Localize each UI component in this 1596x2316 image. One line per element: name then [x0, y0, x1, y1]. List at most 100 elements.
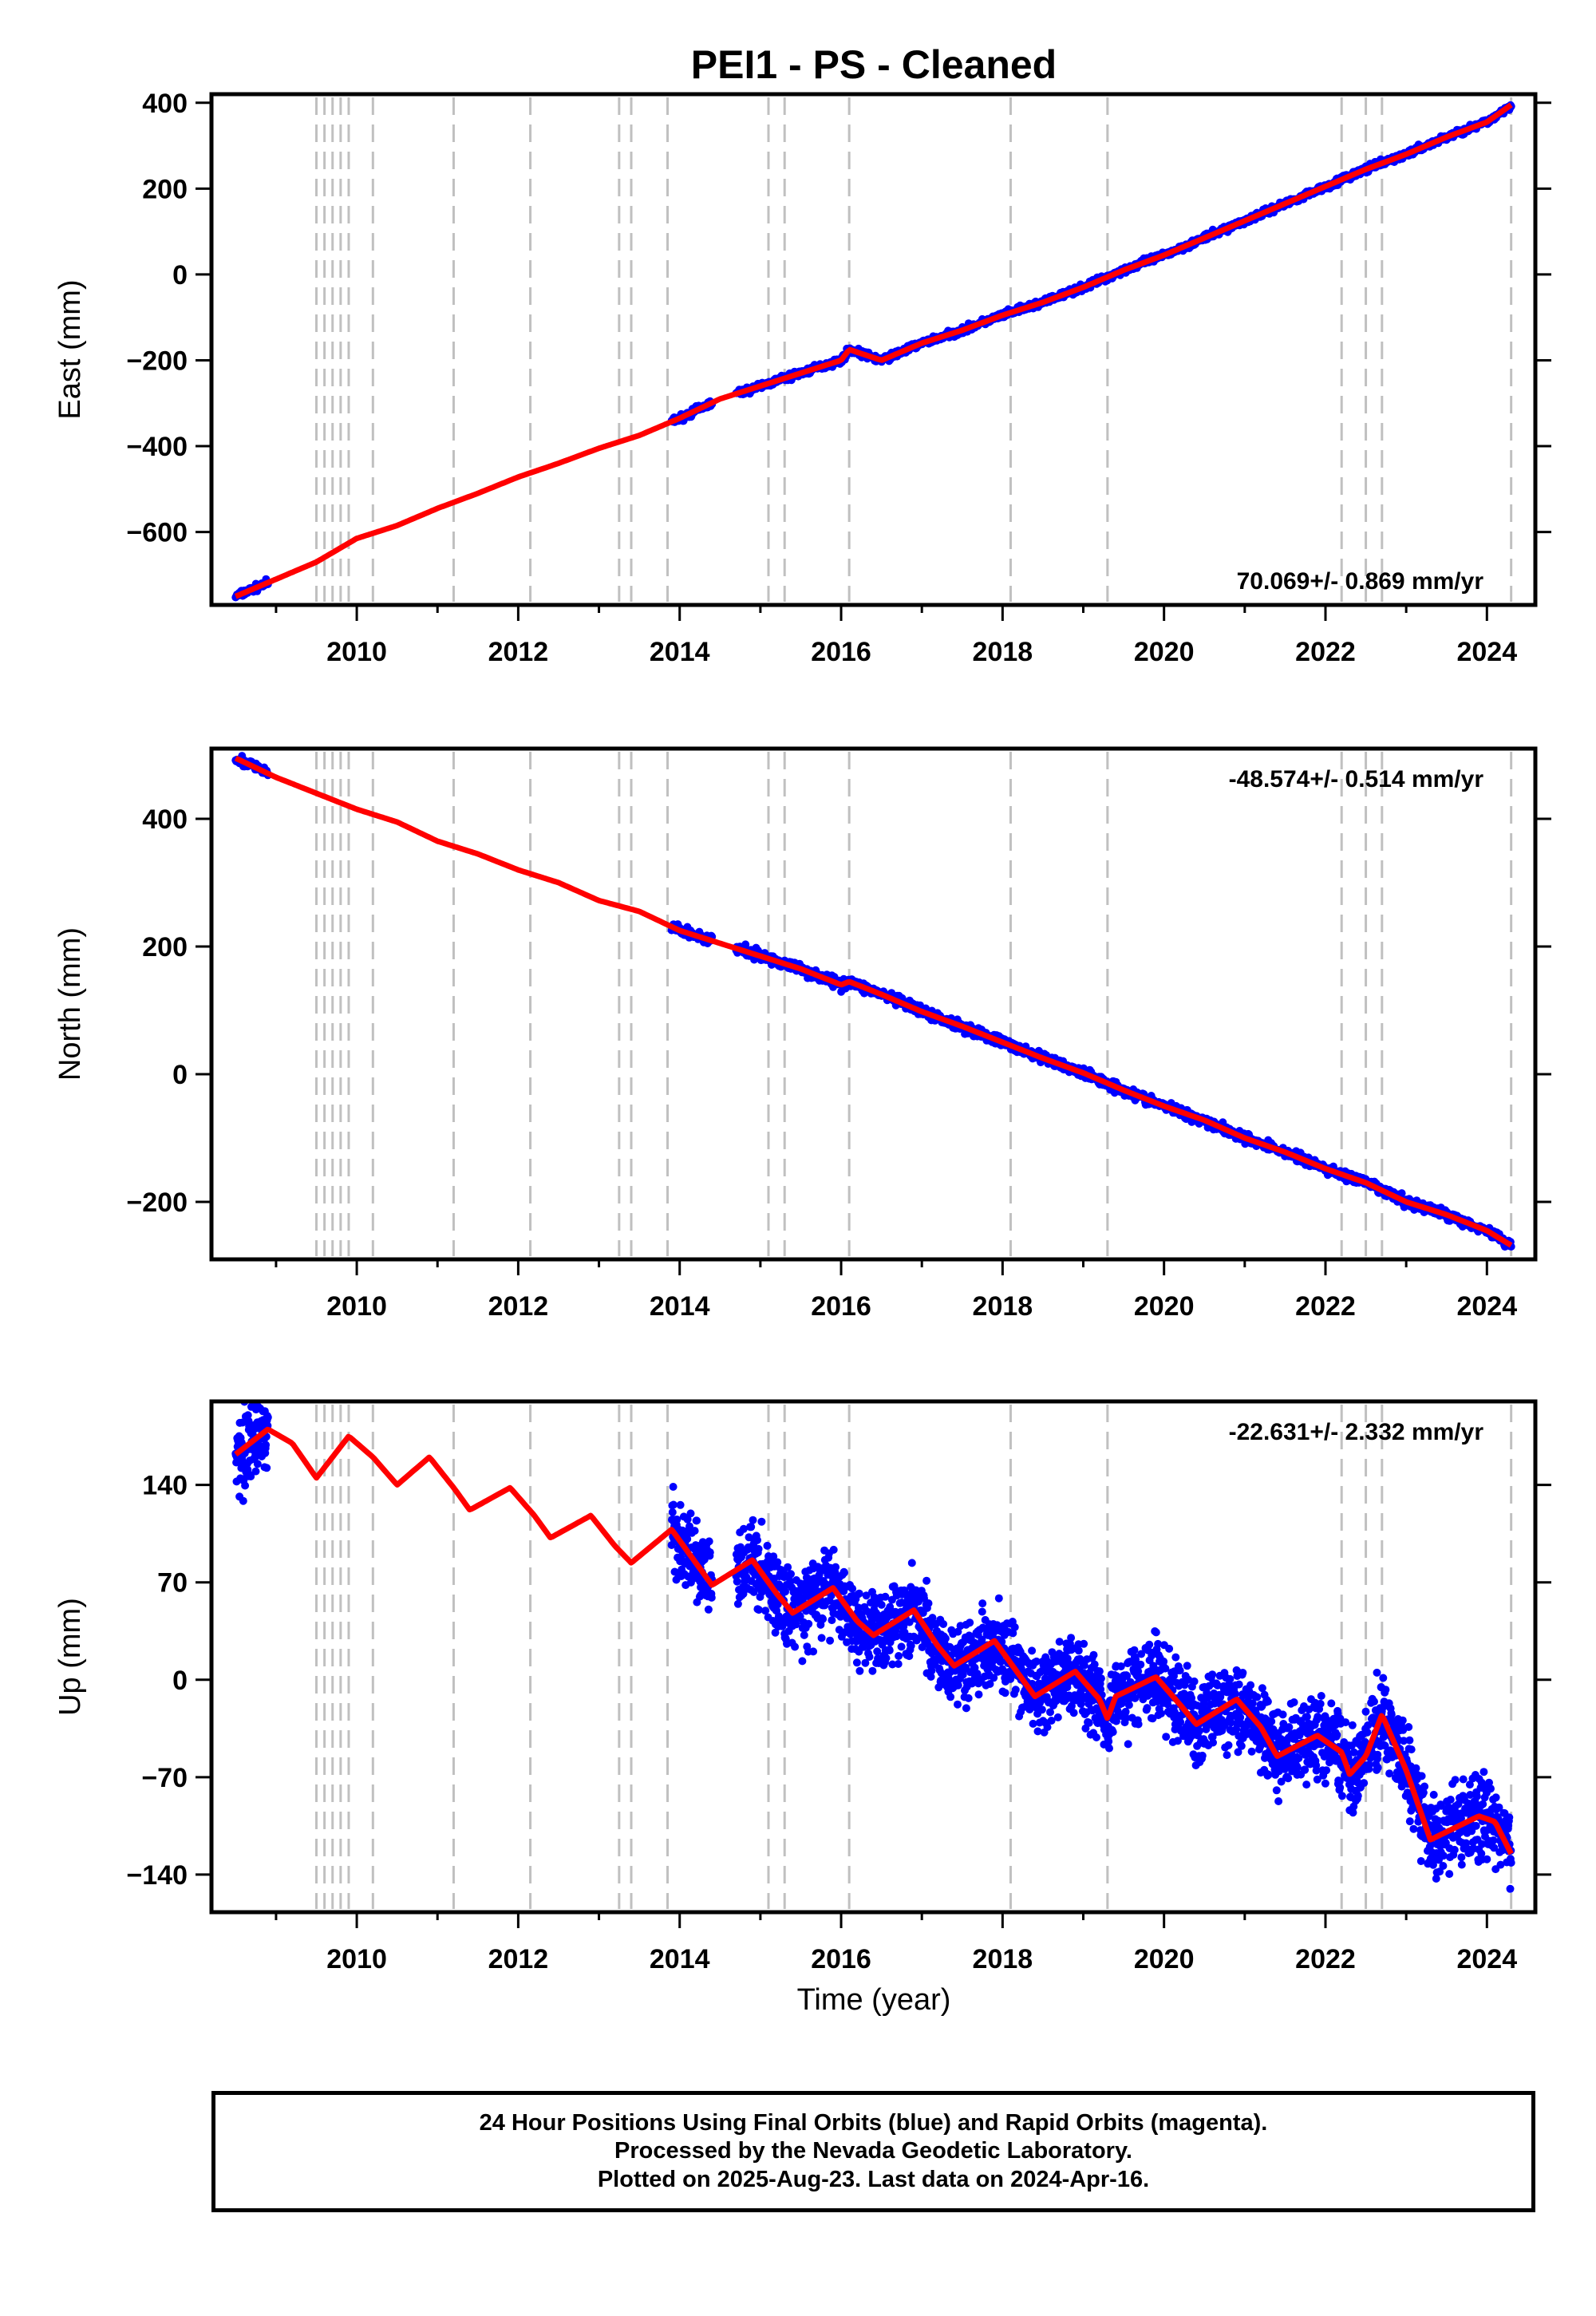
up-data-point — [994, 1594, 1003, 1603]
up-data-point — [705, 1537, 713, 1546]
up-data-point — [895, 1652, 903, 1660]
up-data-point — [769, 1552, 778, 1561]
up-data-point — [683, 1535, 692, 1543]
up-data-point — [781, 1587, 789, 1596]
up-data-point — [1159, 1657, 1168, 1666]
up-data-point — [1152, 1628, 1160, 1637]
up-data-point — [1028, 1646, 1037, 1655]
up-data-point — [1011, 1686, 1020, 1694]
up-data-point — [1095, 1667, 1104, 1676]
up-data-point — [773, 1558, 782, 1567]
up-data-point — [683, 1515, 692, 1524]
up-data-point — [882, 1654, 891, 1662]
up-data-point — [1274, 1797, 1283, 1805]
up-data-point — [733, 1577, 741, 1586]
up-data-point — [1235, 1680, 1243, 1689]
up-data-point — [1037, 1705, 1046, 1714]
up-data-point — [1247, 1747, 1256, 1756]
north-xtick-label: 2020 — [1134, 1291, 1195, 1322]
up-data-point — [1092, 1733, 1100, 1741]
up-data-point — [1183, 1662, 1191, 1670]
up-data-point — [804, 1619, 813, 1628]
up-data-point — [941, 1634, 950, 1642]
up-data-point — [787, 1570, 795, 1579]
up-data-point — [1253, 1693, 1262, 1701]
up-data-point — [1302, 1713, 1311, 1721]
up-data-point — [1198, 1751, 1207, 1760]
up-data-point — [739, 1524, 748, 1533]
up-data-point — [1162, 1733, 1171, 1741]
up-data-point — [855, 1666, 864, 1675]
up-data-point — [686, 1509, 695, 1518]
up-data-point — [1165, 1644, 1174, 1653]
up-data-point — [1069, 1709, 1078, 1717]
up-data-point — [894, 1660, 903, 1668]
up-data-point — [1223, 1751, 1231, 1760]
east-xtick-label: 2024 — [1456, 637, 1517, 667]
up-data-point — [897, 1642, 906, 1651]
up-data-point — [773, 1600, 782, 1609]
up-data-point — [253, 1460, 262, 1468]
up-data-point — [1171, 1653, 1180, 1662]
up-data-point — [881, 1592, 890, 1601]
up-data-point — [693, 1516, 701, 1525]
up-data-point — [241, 1481, 250, 1490]
up-data-point — [966, 1618, 974, 1627]
up-data-point — [885, 1646, 894, 1654]
up-data-point — [978, 1607, 986, 1616]
north-model-curve — [234, 755, 1513, 1248]
up-data-point — [1124, 1740, 1132, 1749]
up-data-point — [673, 1516, 681, 1524]
north-rate-label: -48.574+/- 0.514 mm/yr — [1229, 766, 1484, 792]
up-data-point — [1108, 1728, 1117, 1737]
up-data-point — [922, 1576, 931, 1585]
figure-title: PEI1 - PS - Cleaned — [691, 42, 1057, 87]
east-y-axis-label: East (mm) — [53, 279, 87, 419]
up-data-point — [978, 1599, 987, 1608]
up-data-point — [817, 1634, 826, 1642]
east-model-curve — [234, 102, 1513, 599]
east-ytick-label: 200 — [142, 174, 188, 204]
north-xtick-label: 2022 — [1295, 1291, 1356, 1322]
up-data-point — [1136, 1660, 1145, 1669]
east-xtick-label: 2010 — [326, 637, 387, 667]
east-ytick-label: −200 — [126, 346, 188, 376]
north-xtick-label: 2016 — [811, 1291, 871, 1322]
up-data-point — [677, 1554, 685, 1563]
up-data-point — [1272, 1786, 1281, 1795]
up-data-point — [800, 1630, 808, 1639]
up-data-point — [962, 1704, 970, 1713]
up-data-point — [826, 1636, 835, 1645]
up-data-point — [239, 1418, 247, 1427]
up-data-point — [1084, 1718, 1093, 1727]
up-data-point — [1074, 1646, 1083, 1655]
up-data-point — [685, 1522, 693, 1531]
up-data-point — [852, 1658, 861, 1667]
east-data-points — [231, 101, 1515, 602]
up-data-point — [791, 1642, 800, 1651]
up-data-point — [1143, 1704, 1152, 1713]
up-data-point — [753, 1535, 761, 1544]
up-data-point — [263, 1413, 272, 1421]
up-data-points — [231, 1389, 1515, 1893]
up-data-point — [255, 1389, 263, 1397]
up-data-point — [1096, 1674, 1105, 1683]
east-ytick-label: −600 — [126, 518, 188, 548]
up-data-point — [1053, 1713, 1062, 1721]
up-data-point — [690, 1527, 699, 1535]
up-data-point — [1010, 1622, 1019, 1631]
east-xtick-label: 2022 — [1295, 637, 1356, 667]
up-data-point — [954, 1700, 962, 1709]
up-data-point — [1237, 1741, 1246, 1750]
up-data-point — [1080, 1639, 1088, 1648]
north-xtick-label: 2010 — [326, 1291, 387, 1322]
up-data-point — [669, 1483, 678, 1491]
up-data-point — [784, 1563, 792, 1571]
up-data-point — [704, 1605, 713, 1614]
north-ytick-label: 400 — [142, 804, 188, 835]
up-data-point — [1124, 1701, 1133, 1709]
up-data-point — [868, 1666, 877, 1675]
up-panel: 2010 2012 2014 2016 2018 2020 2022 2024−140−700… — [53, 1389, 1551, 1974]
up-data-point — [855, 1589, 863, 1598]
up-data-point — [840, 1568, 848, 1577]
